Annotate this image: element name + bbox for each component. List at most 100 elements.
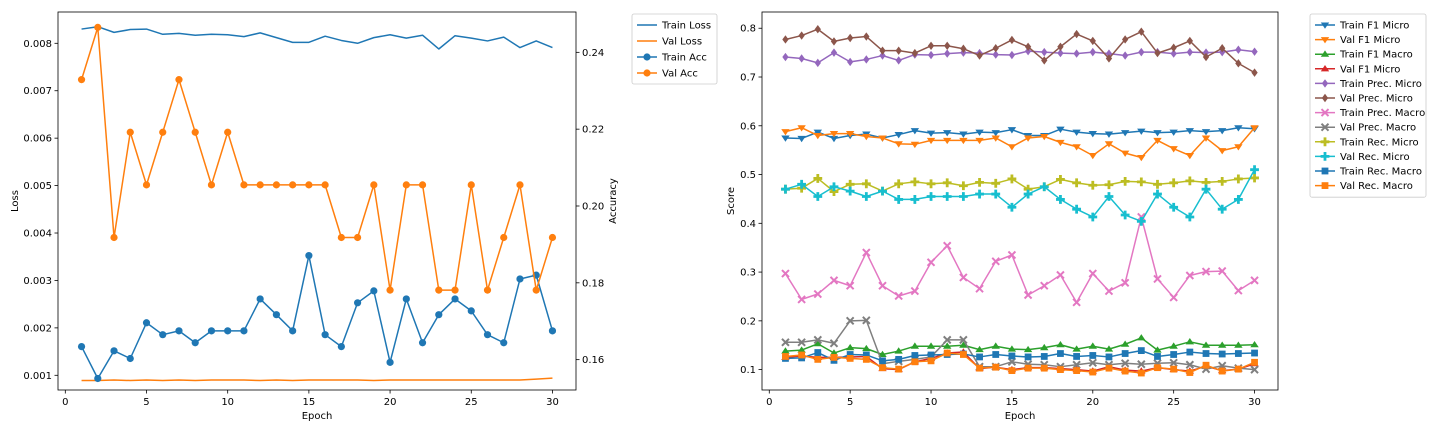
data-point bbox=[1170, 365, 1178, 373]
data-point bbox=[1250, 165, 1259, 175]
series-train-prec-micro bbox=[782, 45, 1258, 68]
data-point bbox=[1233, 195, 1243, 204]
right-y-tick-label: 0.1 bbox=[740, 365, 756, 376]
left-y-tick-label: 0.004 bbox=[23, 229, 52, 240]
data-point bbox=[1137, 360, 1146, 369]
data-point bbox=[256, 181, 264, 189]
legend-label: Train F1 Micro bbox=[1339, 21, 1409, 32]
series-val-acc bbox=[77, 23, 557, 294]
data-point bbox=[959, 131, 968, 138]
data-point bbox=[1024, 42, 1032, 51]
left-y-tick-label: 0.008 bbox=[23, 39, 52, 50]
data-point bbox=[958, 181, 968, 191]
data-point bbox=[370, 287, 378, 295]
series-line bbox=[785, 319, 1255, 371]
data-point bbox=[1072, 144, 1081, 151]
series-line bbox=[785, 48, 1255, 64]
data-point bbox=[895, 56, 902, 65]
data-point bbox=[1251, 47, 1258, 56]
data-point bbox=[1073, 353, 1081, 360]
data-point bbox=[959, 273, 968, 282]
data-point bbox=[1218, 367, 1226, 375]
data-point bbox=[337, 342, 345, 351]
data-point bbox=[1137, 369, 1145, 377]
data-point bbox=[1104, 131, 1114, 138]
data-point bbox=[910, 286, 920, 296]
right-y-tick-label: 0.7 bbox=[740, 73, 756, 84]
data-point bbox=[894, 347, 903, 354]
data-point bbox=[781, 338, 790, 347]
data-point bbox=[1120, 210, 1130, 220]
data-point bbox=[1057, 42, 1064, 51]
data-point bbox=[991, 342, 1000, 349]
series-val-f1-micro bbox=[781, 125, 1259, 162]
data-point bbox=[305, 181, 313, 189]
data-point bbox=[321, 181, 329, 189]
data-point bbox=[451, 286, 459, 294]
data-point bbox=[781, 269, 790, 278]
data-point bbox=[830, 48, 838, 57]
series-train-f1-macro bbox=[781, 334, 1259, 358]
data-point bbox=[1185, 176, 1195, 186]
right-y-tick-label: 0.16 bbox=[582, 355, 604, 366]
data-point bbox=[1073, 49, 1080, 58]
data-point bbox=[847, 57, 854, 67]
data-point bbox=[862, 316, 871, 325]
data-point bbox=[847, 33, 854, 43]
data-point bbox=[1056, 139, 1065, 147]
right-x-tick-label: 20 bbox=[1086, 397, 1099, 408]
data-point bbox=[878, 135, 887, 142]
data-point bbox=[781, 184, 790, 194]
legend-label: Train Prec. Micro bbox=[1339, 79, 1422, 90]
data-point bbox=[418, 339, 427, 347]
legend-marker bbox=[1320, 152, 1330, 161]
left-y-tick-label: 0.005 bbox=[23, 181, 52, 192]
data-point bbox=[1007, 202, 1017, 212]
data-point bbox=[1088, 180, 1098, 190]
legend-label: Val Rec. Micro bbox=[1340, 152, 1410, 163]
legend-marker bbox=[643, 53, 651, 61]
data-point bbox=[1234, 350, 1242, 357]
data-point bbox=[797, 338, 806, 347]
data-point bbox=[1088, 131, 1097, 138]
series-train-loss bbox=[81, 25, 553, 50]
data-point bbox=[797, 135, 806, 143]
data-point bbox=[1104, 141, 1114, 148]
right-x-tick-label: 15 bbox=[1006, 397, 1019, 408]
data-point bbox=[798, 54, 805, 63]
data-point bbox=[1072, 345, 1081, 352]
data-point bbox=[224, 327, 232, 335]
series-val-loss bbox=[81, 377, 553, 382]
legend-marker bbox=[1321, 182, 1329, 189]
right-plot-frame bbox=[761, 11, 1279, 391]
data-point bbox=[1234, 144, 1243, 151]
data-point bbox=[781, 129, 790, 136]
data-point bbox=[927, 351, 935, 359]
data-point bbox=[942, 192, 952, 201]
data-point bbox=[991, 130, 1000, 137]
legend-label: Val Prec. Macro bbox=[1340, 123, 1416, 134]
data-point bbox=[1072, 360, 1081, 369]
left-x-tick-label: 5 bbox=[143, 397, 149, 408]
legend-label: Val Rec. Macro bbox=[1340, 181, 1413, 192]
data-point bbox=[943, 130, 952, 137]
data-point bbox=[110, 233, 118, 242]
data-point bbox=[1217, 266, 1227, 276]
data-point bbox=[207, 327, 216, 335]
data-point bbox=[1120, 278, 1130, 288]
data-point bbox=[1234, 125, 1243, 132]
data-point bbox=[1235, 59, 1242, 68]
right-y-tick-label: 0.6 bbox=[740, 121, 756, 132]
data-point bbox=[863, 32, 870, 41]
data-point bbox=[1089, 368, 1097, 376]
data-point bbox=[1088, 153, 1097, 160]
data-point bbox=[1201, 135, 1211, 142]
data-point bbox=[863, 55, 870, 64]
left-x-tick-label: 20 bbox=[384, 397, 397, 408]
right-x-tick-label: 5 bbox=[847, 397, 853, 408]
data-point bbox=[191, 339, 199, 347]
series-line bbox=[80, 254, 554, 380]
data-point bbox=[1137, 128, 1146, 135]
data-point bbox=[782, 353, 789, 360]
data-point bbox=[797, 346, 806, 353]
